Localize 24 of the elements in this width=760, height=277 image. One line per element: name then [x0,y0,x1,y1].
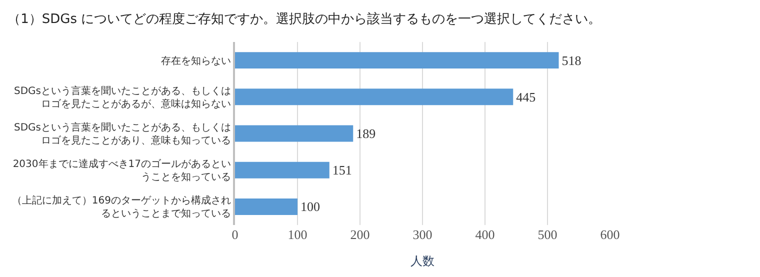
y-tick-label: （上記に加えて）169のターゲットから構成されるということまで知っている [12,194,231,220]
y-tick-label: SDGsという言葉を聞いたことがある、もしくはロゴを見たことがあるが、意味は知らない [14,84,231,110]
x-tick-label: 300 [412,227,432,242]
x-tick-label: 400 [475,227,495,242]
bar [235,125,354,142]
x-tick-label: 100 [288,227,308,242]
data-label: 151 [332,162,352,178]
x-tick-label: 600 [600,227,620,242]
y-tick-label: SDGsという言葉を聞いたことがある、もしくはロゴを見たことがあり、意味も知っている [14,122,231,146]
data-label: 189 [356,126,376,142]
bar [235,162,330,178]
x-tick-label: 0 [232,227,238,242]
x-tick-label: 200 [350,227,370,242]
bar [235,52,559,69]
data-label: 100 [300,199,320,214]
y-tick-label: 存在を知らない [161,54,231,67]
x-tick-label: 500 [538,227,558,242]
bar [235,198,298,215]
chart-title: （1）SDGs についてどの程度ご存知ですか。選択肢の中から該当するものを一つ選択してください。 [8,10,602,27]
bar [235,88,514,106]
data-label: 518 [562,52,582,68]
x-axis-title: 人数 [410,254,434,268]
y-tick-label: 2030年までに達成すべき17のゴールがあるということを知っている [12,158,231,184]
data-label: 445 [516,89,536,104]
